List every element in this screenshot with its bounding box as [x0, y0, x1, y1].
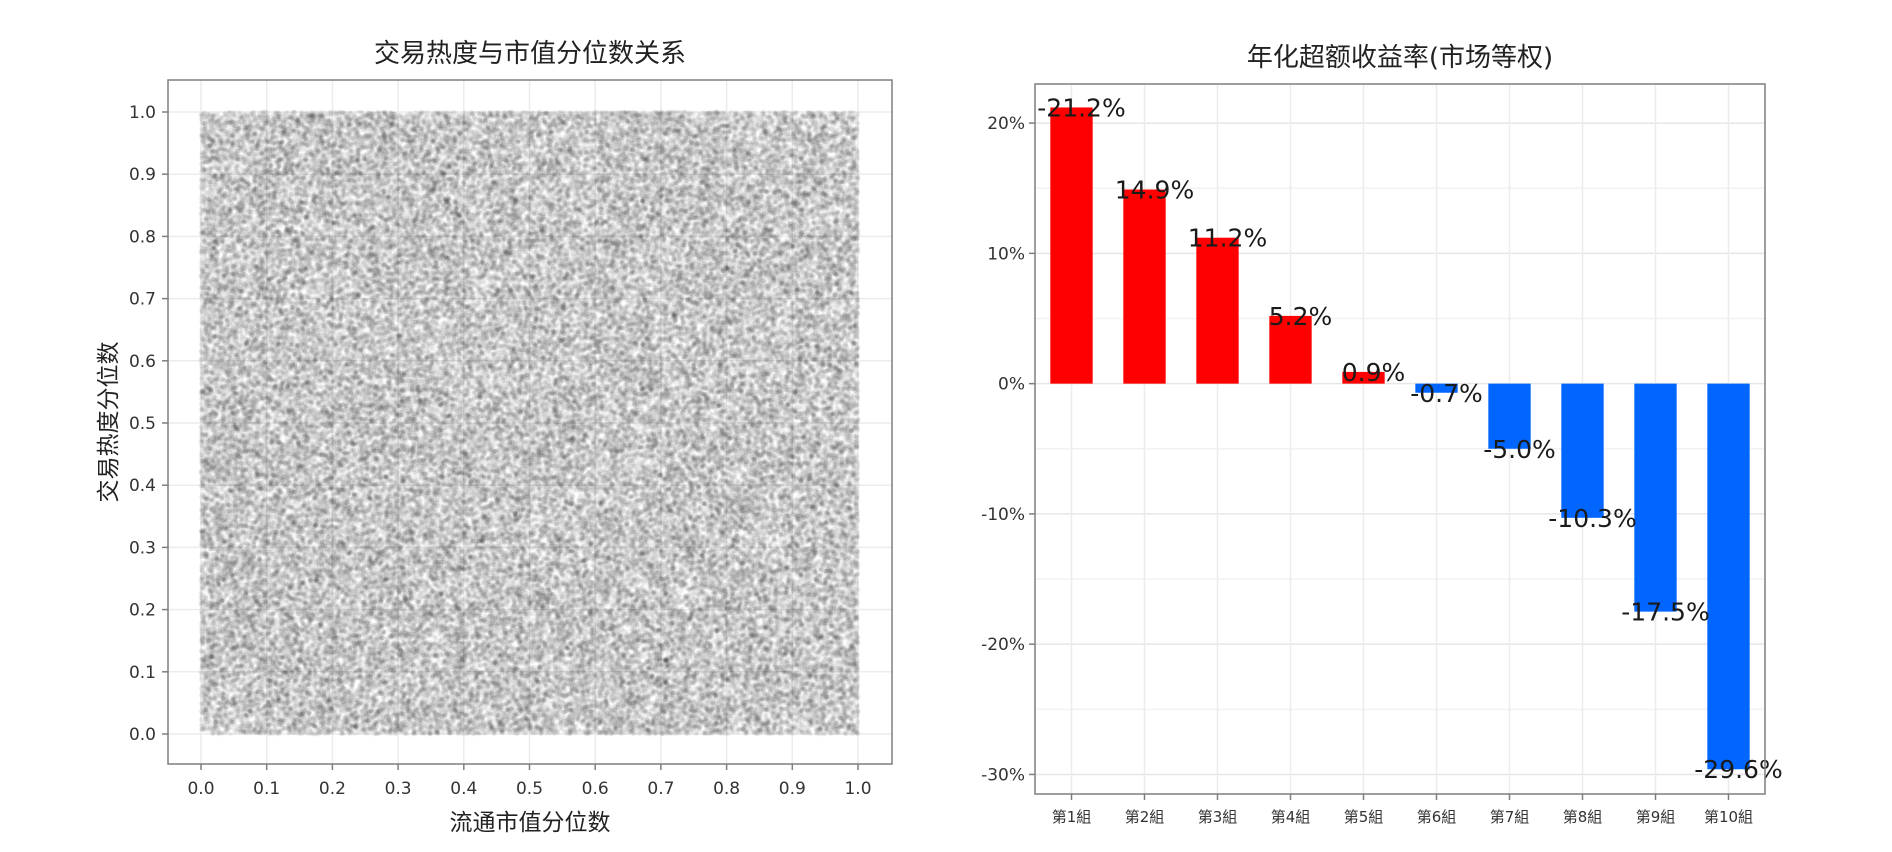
bar-y-tick-label: 0%: [998, 375, 1025, 395]
bar-x-tick-label: 第6組: [1417, 808, 1457, 826]
scatter-x-tick-label: 0.0: [187, 779, 214, 799]
bar-data-label: -5.0%: [1483, 435, 1556, 464]
bar: [1634, 383, 1677, 612]
scatter-x-tick-label: 0.4: [450, 779, 477, 799]
bar-x-tick-label: 第10組: [1704, 808, 1753, 826]
bar-x-tick-label: 第7組: [1490, 808, 1530, 826]
bar-x-tick-label: 第4組: [1271, 808, 1311, 826]
scatter-y-axis-label: 交易热度分位数: [96, 342, 122, 503]
bar: [1196, 237, 1239, 384]
bar-marks: [1050, 107, 1750, 770]
bar-data-labels: -21.2% 14.9% 11.2% 5.2% 0.9%-0.7%-5.0% -10.3%…: [1037, 93, 1782, 784]
scatter-y-tick-label: 0.5: [129, 414, 156, 434]
scatter-x-tick-label: 0.6: [582, 779, 609, 799]
bar-chart: 年化超额收益率(市场等权) -21.2% 14.9% 11.2% 5.2% 0.9%-0…: [981, 43, 1783, 826]
bar: [1269, 315, 1312, 384]
scatter-x-tick-label: 1.0: [844, 779, 871, 799]
scatter-y-tick-label: 0.8: [129, 227, 156, 247]
bar-x-tick-label: 第2組: [1125, 808, 1165, 826]
bar-x-tick-label: 第3組: [1198, 808, 1238, 826]
bar-x-tick-label: 第9組: [1636, 808, 1676, 826]
bar-y-tick-label: -30%: [981, 765, 1025, 785]
scatter-title: 交易热度与市值分位数关系: [374, 39, 686, 69]
bar: [1342, 371, 1385, 384]
scatter-x-ticks: 0.0 0.1 0.2 0.3 0.4 0.5 0.6 0.7 0.8 0.9 1.0: [187, 764, 872, 799]
scatter-x-tick-label: 0.3: [385, 779, 412, 799]
bar-data-label: -21.2%: [1037, 93, 1125, 122]
scatter-y-tick-label: 0.2: [129, 601, 156, 621]
bar-x-ticks: 第1組 第2組 第3組 第4組 第5組 第6組 第7組 第8組 第9組 第10組: [1052, 794, 1753, 826]
bar-data-label: 11.2%: [1188, 224, 1267, 253]
scatter-y-tick-label: 0.0: [129, 725, 156, 745]
scatter-x-tick-label: 0.7: [647, 779, 674, 799]
bar-data-label: -17.5%: [1621, 598, 1709, 627]
bar: [1488, 383, 1531, 449]
bar-data-label: 0.9%: [1342, 358, 1406, 387]
scatter-y-tick-label: 0.6: [129, 352, 156, 372]
bar: [1123, 189, 1166, 384]
bar-data-label: -29.6%: [1694, 755, 1782, 784]
bar-title: 年化超额收益率(市场等权): [1247, 43, 1553, 73]
bar-x-tick-label: 第1組: [1052, 808, 1092, 826]
scatter-chart: 交易热度与市值分位数关系 0.0 0.1 0.2 0.3 0.4 0.5 0.6 0.7 0.8…: [96, 39, 893, 836]
bar-y-tick-label: 20%: [987, 114, 1025, 134]
bar-panel-border: [1034, 83, 1766, 795]
scatter-y-tick-label: 0.9: [129, 165, 156, 185]
bar-y-ticks: 20% 10% 0% -10% -20% -30%: [981, 114, 1035, 785]
scatter-x-axis-label: 流通市值分位数: [450, 810, 611, 836]
bar-x-tick-label: 第5組: [1344, 808, 1384, 826]
bar: [1561, 383, 1604, 518]
bar-x-tick-label: 第8組: [1563, 808, 1603, 826]
bar-y-tick-label: 10%: [987, 244, 1025, 264]
bar: [1707, 383, 1750, 770]
bar-data-label: -0.7%: [1410, 379, 1483, 408]
bar-y-tick-label: -20%: [981, 635, 1025, 655]
bar: [1415, 383, 1458, 393]
scatter-y-tick-label: 0.7: [129, 290, 156, 310]
scatter-panel-border: [167, 79, 893, 765]
scatter-y-tick-label: 0.1: [129, 663, 156, 683]
scatter-point-cloud: [193, 104, 866, 742]
bar: [1050, 107, 1093, 384]
bar-data-label: 5.2%: [1269, 302, 1333, 331]
scatter-y-tick-label: 0.3: [129, 538, 156, 558]
scatter-x-tick-label: 0.9: [779, 779, 806, 799]
scatter-x-tick-label: 0.1: [253, 779, 280, 799]
scatter-x-tick-label: 0.8: [713, 779, 740, 799]
scatter-x-tick-label: 0.5: [516, 779, 543, 799]
bar-data-label: -10.3%: [1548, 504, 1636, 533]
scatter-y-tick-label: 1.0: [129, 103, 156, 123]
scatter-points: [193, 104, 866, 742]
scatter-y-ticks: 0.0 0.1 0.2 0.3 0.4 0.5 0.6 0.7 0.8 0.9 1.0: [129, 103, 168, 745]
bar-y-tick-label: -10%: [981, 505, 1025, 525]
scatter-x-tick-label: 0.2: [319, 779, 346, 799]
bar-data-label: 14.9%: [1115, 176, 1194, 205]
scatter-y-tick-label: 0.4: [129, 476, 156, 496]
